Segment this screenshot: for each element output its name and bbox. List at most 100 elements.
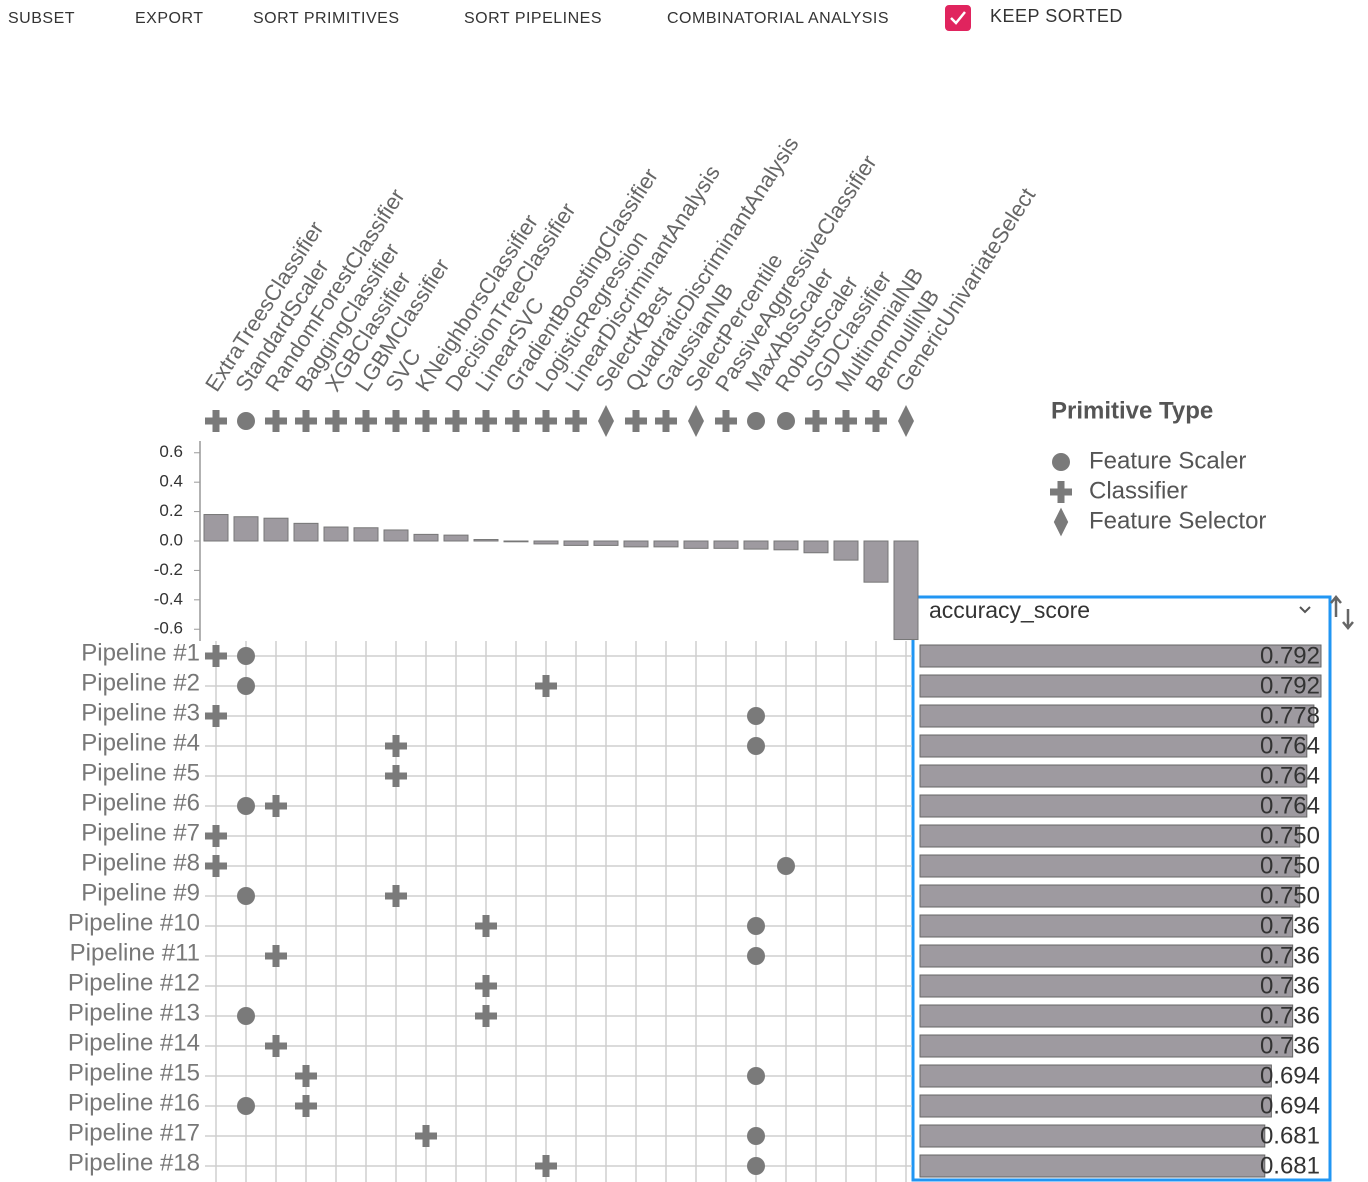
score-bar [919, 764, 1308, 788]
importance-bar [743, 540, 769, 550]
pipeline-label[interactable]: Pipeline #14 [68, 1029, 200, 1056]
pipeline-label[interactable]: Pipeline #12 [68, 969, 200, 996]
toolbar-button[interactable]: COMBINATORIAL ANALYSIS [667, 10, 889, 27]
cross-icon [715, 410, 737, 432]
cross-icon [355, 410, 377, 432]
importance-bar [713, 540, 739, 549]
pipeline-label[interactable]: Pipeline #2 [81, 669, 200, 696]
sort-icon[interactable] [1330, 595, 1354, 630]
score-label: 0.736 [1260, 1032, 1320, 1059]
importance-bar [413, 533, 439, 542]
score-bar [919, 1094, 1272, 1118]
diamond-icon [898, 405, 914, 437]
pipeline-label[interactable]: Pipeline #9 [81, 879, 200, 906]
cross-icon [385, 885, 407, 907]
importance-bar [593, 540, 619, 546]
cross-icon [295, 410, 317, 432]
pipeline-label[interactable]: Pipeline #4 [81, 729, 200, 756]
pipeline-label[interactable]: Pipeline #1 [81, 639, 200, 666]
checkbox-label[interactable]: KEEP SORTED [990, 6, 1123, 26]
score-label: 0.778 [1260, 702, 1320, 729]
circle-icon [747, 1127, 765, 1145]
importance-bar [773, 540, 799, 551]
pipeline-label[interactable]: Pipeline #5 [81, 759, 200, 786]
pipeline-label[interactable]: Pipeline #7 [81, 819, 200, 846]
metric-panel [911, 595, 1332, 1182]
score-bar [919, 1124, 1266, 1148]
cross-icon [505, 410, 527, 432]
toolbar-button[interactable]: SORT PRIMITIVES [253, 10, 400, 27]
legend-title: Primitive Type [1051, 397, 1213, 424]
cross-icon [535, 1155, 557, 1177]
score-bar [919, 794, 1308, 818]
circle-icon [747, 1157, 765, 1175]
pipeline-label[interactable]: Pipeline #3 [81, 699, 200, 726]
score-label: 0.681 [1260, 1122, 1320, 1149]
pipeline-label[interactable]: Pipeline #15 [68, 1059, 200, 1086]
score-label: 0.792 [1260, 672, 1320, 699]
score-bar [919, 1064, 1272, 1088]
cross-icon [265, 1035, 287, 1057]
pipeline-label[interactable]: Pipeline #10 [68, 909, 200, 936]
dropdown-chevron[interactable] [1299, 606, 1311, 614]
cross-icon [805, 410, 827, 432]
importance-bar [803, 540, 829, 554]
pipeline-label[interactable]: Pipeline #8 [81, 849, 200, 876]
toolbar-button[interactable]: SUBSET [8, 10, 75, 27]
score-bar [919, 644, 1322, 668]
importance-bar [533, 540, 559, 545]
cross-icon [475, 1005, 497, 1027]
circle-icon [747, 917, 765, 935]
cross-icon [445, 410, 467, 432]
cross-icon [205, 410, 227, 432]
importance-bar [503, 540, 529, 543]
checkbox[interactable] [945, 5, 971, 31]
score-bar [919, 914, 1294, 938]
score-label: 0.764 [1260, 792, 1320, 819]
cross-icon [205, 855, 227, 877]
score-label: 0.792 [1260, 642, 1320, 669]
score-bar [919, 974, 1294, 998]
pipeline-label[interactable]: Pipeline #18 [68, 1149, 200, 1176]
importance-bar [683, 540, 709, 549]
toolbar-button[interactable]: EXPORT [135, 10, 204, 27]
importance-bar [263, 517, 289, 542]
importance-bar [233, 516, 259, 542]
cross-icon [415, 410, 437, 432]
cross-icon [475, 915, 497, 937]
pipeline-label[interactable]: Pipeline #16 [68, 1089, 200, 1116]
y-tick-label: -0.2 [154, 560, 183, 579]
pipeline-label[interactable]: Pipeline #6 [81, 789, 200, 816]
circle-icon [237, 677, 255, 695]
importance-bar [443, 534, 469, 542]
score-bar [919, 944, 1294, 968]
circle-icon [1052, 453, 1070, 471]
score-bar [919, 884, 1301, 908]
cross-icon [265, 945, 287, 967]
cross-icon [535, 410, 557, 432]
metric-dropdown[interactable]: accuracy_score [929, 597, 1090, 623]
diamond-icon [598, 405, 614, 437]
circle-icon [777, 412, 795, 430]
importance-bar [863, 540, 889, 583]
pipeline-label[interactable]: Pipeline #13 [68, 999, 200, 1026]
circle-icon [747, 737, 765, 755]
cross-icon [415, 1125, 437, 1147]
cross-icon [325, 410, 347, 432]
pipeline-label[interactable]: Pipeline #17 [68, 1119, 200, 1146]
importance-bar [833, 540, 859, 561]
score-bar [919, 1034, 1294, 1058]
score-bar [919, 824, 1301, 848]
score-bar [919, 854, 1301, 878]
cross-icon [835, 410, 857, 432]
score-label: 0.694 [1260, 1062, 1320, 1089]
circle-icon [747, 412, 765, 430]
pipeline-label[interactable]: Pipeline #11 [70, 939, 200, 966]
score-label: 0.764 [1260, 762, 1320, 789]
toolbar-button[interactable]: SORT PIPELINES [464, 10, 602, 27]
importance-bar [623, 540, 649, 548]
importance-bar [353, 527, 379, 542]
circle-icon [777, 857, 795, 875]
cross-icon [865, 410, 887, 432]
